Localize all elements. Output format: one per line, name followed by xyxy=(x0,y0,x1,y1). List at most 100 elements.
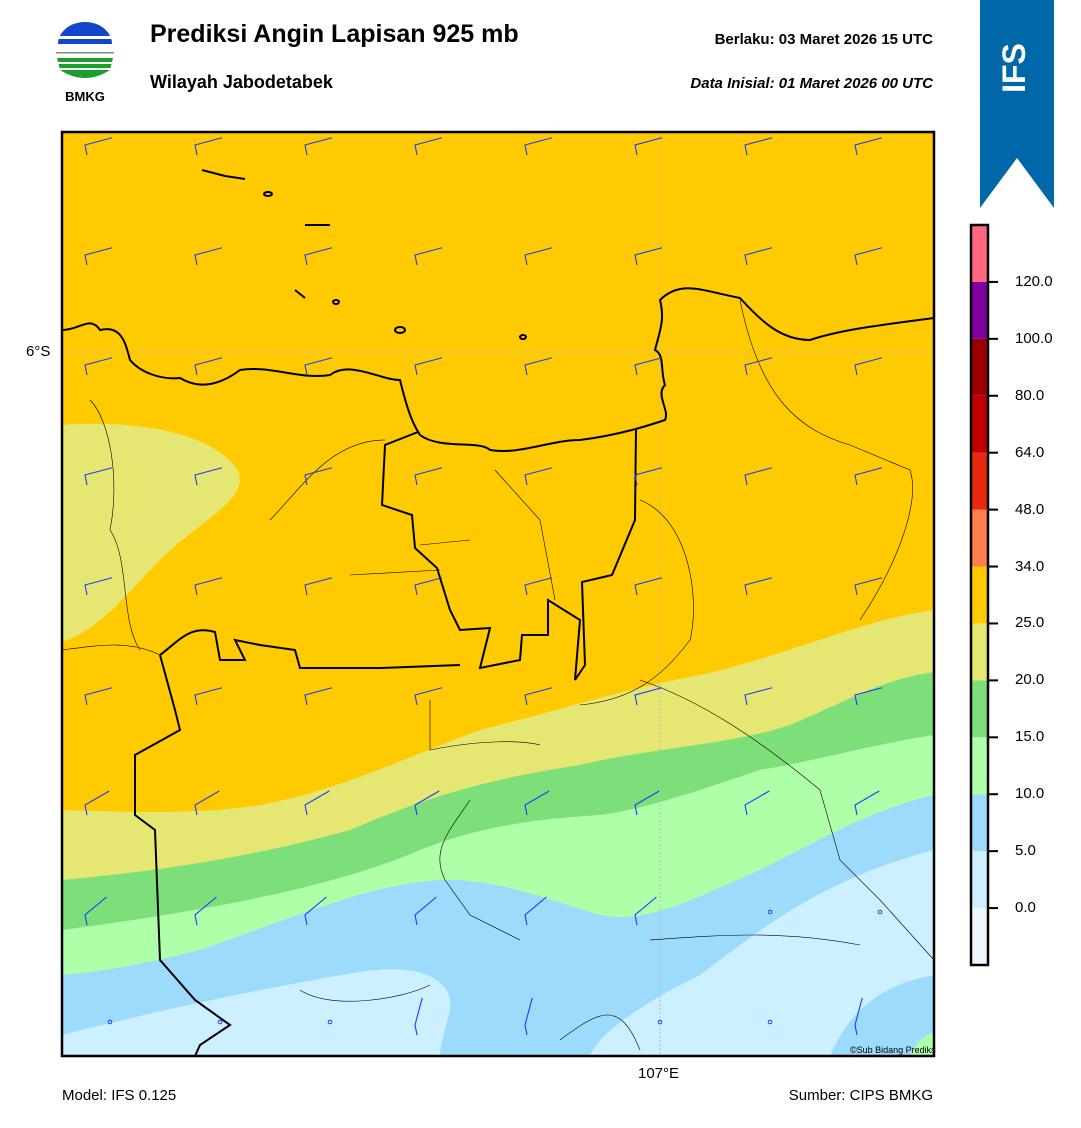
data-source: Sumber: CIPS BMKG xyxy=(788,1087,933,1104)
coastline xyxy=(62,287,934,452)
wind-barb xyxy=(634,790,660,816)
wind-barb xyxy=(854,577,883,596)
colorbar-segment xyxy=(971,908,988,965)
wind-barb xyxy=(524,247,553,266)
wind-barb xyxy=(84,357,113,376)
colorbar-label: 80.0 xyxy=(1015,386,1045,404)
wind-barb xyxy=(744,357,773,376)
colorbar xyxy=(969,223,998,967)
calm-wind-marker xyxy=(877,909,883,915)
wind-barb xyxy=(744,790,770,816)
wind-barb xyxy=(854,137,883,156)
colorbar-segment xyxy=(971,395,988,453)
wind-barb xyxy=(304,577,333,596)
model-badge: IFS xyxy=(980,0,1054,208)
wind-barb xyxy=(414,790,440,816)
wind-barb xyxy=(634,247,663,266)
calm-wind-marker xyxy=(767,1019,773,1025)
wind-barb xyxy=(84,687,113,706)
colorbar-label: 5.0 xyxy=(1015,842,1036,860)
wind-barb xyxy=(854,357,883,376)
map-credit: ©Sub Bidang Prediksi Cuaca BMKG, 2026 xyxy=(850,1045,936,1055)
wind-barb xyxy=(414,467,443,486)
wind-barb xyxy=(194,896,217,926)
wind-barb xyxy=(634,687,663,706)
calm-wind-marker xyxy=(107,1019,113,1025)
wind-barb xyxy=(414,247,443,266)
valid-time: Berlaku: 03 Maret 2026 15 UTC xyxy=(714,31,933,48)
wind-barb xyxy=(84,467,113,486)
colorbar-segment xyxy=(971,509,988,567)
wind-barb xyxy=(194,137,223,156)
wind-barb xyxy=(524,137,553,156)
wind-barb xyxy=(304,687,333,706)
calm-wind-marker xyxy=(657,1019,663,1025)
band-0-5-right xyxy=(590,850,934,1056)
district-borders xyxy=(62,299,934,1051)
wind-barb xyxy=(194,357,223,376)
calm-wind-marker xyxy=(217,1019,223,1025)
colorbar-label: 0.0 xyxy=(1015,899,1036,917)
wind-barb xyxy=(304,790,330,816)
colorbar-label: 25.0 xyxy=(1015,614,1045,632)
colorbar-segment xyxy=(971,737,988,795)
wind-barb xyxy=(414,687,443,706)
wind-barb xyxy=(304,896,327,926)
wind-barb xyxy=(414,997,423,1036)
wind-barb xyxy=(84,896,107,926)
band-10-15-corner xyxy=(910,1033,934,1056)
wind-barb xyxy=(84,137,113,156)
wind-barb xyxy=(744,577,773,596)
wind-barb xyxy=(304,357,333,376)
colorbar-segment xyxy=(971,851,988,909)
init-time: Data Inisial: 01 Maret 2026 00 UTC xyxy=(690,75,933,92)
colorbar-segment xyxy=(971,794,988,852)
colorbar-segment xyxy=(971,225,988,282)
wind-barb xyxy=(854,687,883,706)
wind-barbs xyxy=(84,137,883,1036)
colorbar-segment xyxy=(971,338,988,396)
page-title: Prediksi Angin Lapisan 925 mb xyxy=(150,20,519,48)
wind-barb xyxy=(854,467,883,486)
colorbar-label: 15.0 xyxy=(1015,728,1045,746)
colorbar-label: 64.0 xyxy=(1015,443,1045,461)
colorbar-segment xyxy=(971,680,988,738)
province-border xyxy=(380,429,637,681)
wind-barb xyxy=(524,997,533,1036)
band-25-34 xyxy=(62,132,934,813)
bmkg-logo: BMKG xyxy=(54,22,116,104)
logo-text: BMKG xyxy=(65,89,105,104)
wind-barb xyxy=(414,577,443,596)
colorbar-label: 100.0 xyxy=(1015,329,1053,347)
wind-barb xyxy=(634,577,663,596)
wind-barb xyxy=(524,790,550,816)
wind-barb xyxy=(84,577,113,596)
islands xyxy=(201,169,527,340)
calm-wind-marker xyxy=(767,909,773,915)
model-info: Model: IFS 0.125 xyxy=(62,1087,177,1104)
model-badge-text: IFS xyxy=(996,43,1032,93)
map-frame xyxy=(60,130,936,1058)
wind-barb xyxy=(744,137,773,156)
wind-barb xyxy=(854,247,883,266)
colorbar-segment xyxy=(971,566,988,624)
wind-barb xyxy=(744,247,773,266)
wind-barb xyxy=(634,467,663,486)
region-subtitle: Wilayah Jabodetabek xyxy=(150,72,333,92)
wind-barb xyxy=(634,137,663,156)
colorbar-segment xyxy=(971,281,988,339)
wind-barb xyxy=(194,790,220,816)
wind-barb xyxy=(194,247,223,266)
wind-barb xyxy=(414,357,443,376)
band-0-5-left xyxy=(62,969,451,1056)
wind-barb xyxy=(304,247,333,266)
colorbar-label: 120.0 xyxy=(1015,272,1053,290)
wind-barb xyxy=(194,467,223,486)
wind-barb xyxy=(524,577,553,596)
wind-barb xyxy=(524,467,553,486)
wind-barb xyxy=(524,896,547,926)
wind-map: ©Sub Bidang Prediksi Cuaca BMKG, 2026 xyxy=(60,130,936,1058)
wind-barb xyxy=(304,467,333,486)
colorbar-label: 48.0 xyxy=(1015,500,1045,518)
colorbar-label: 34.0 xyxy=(1015,557,1045,575)
